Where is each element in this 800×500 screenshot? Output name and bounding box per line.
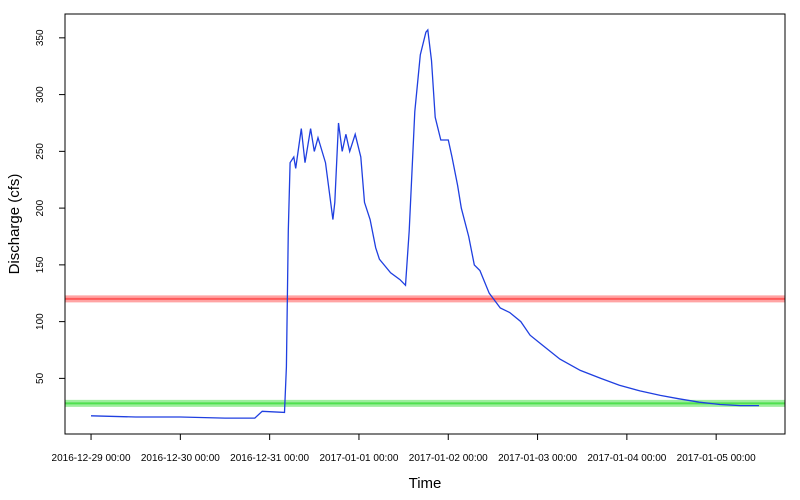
y-axis-label: Discharge (cfs) — [6, 174, 23, 275]
y-tick-label: 300 — [35, 86, 46, 103]
x-tick-label: 2017-01-01 00:00 — [319, 453, 398, 464]
x-tick-label: 2016-12-31 00:00 — [230, 453, 309, 464]
data-line — [90, 28, 759, 419]
y-tick-label: 200 — [35, 199, 46, 216]
x-tick-label: 2017-01-05 00:00 — [677, 453, 756, 464]
plot-frame — [64, 13, 786, 435]
y-tick-label: 100 — [35, 313, 46, 330]
x-tick-label: 2016-12-29 00:00 — [52, 453, 131, 464]
x-tick-label: 2017-01-02 00:00 — [409, 453, 488, 464]
y-tick-label: 50 — [35, 372, 46, 384]
x-tick-label: 2016-12-30 00:00 — [141, 453, 220, 464]
y-tick-label: 250 — [35, 143, 46, 160]
y-tick-label: 350 — [35, 29, 46, 46]
x-tick-label: 2017-01-03 00:00 — [498, 453, 577, 464]
x-tick-label: 2017-01-04 00:00 — [587, 453, 666, 464]
y-tick-label: 150 — [35, 256, 46, 273]
x-axis-label: Time — [409, 475, 442, 492]
